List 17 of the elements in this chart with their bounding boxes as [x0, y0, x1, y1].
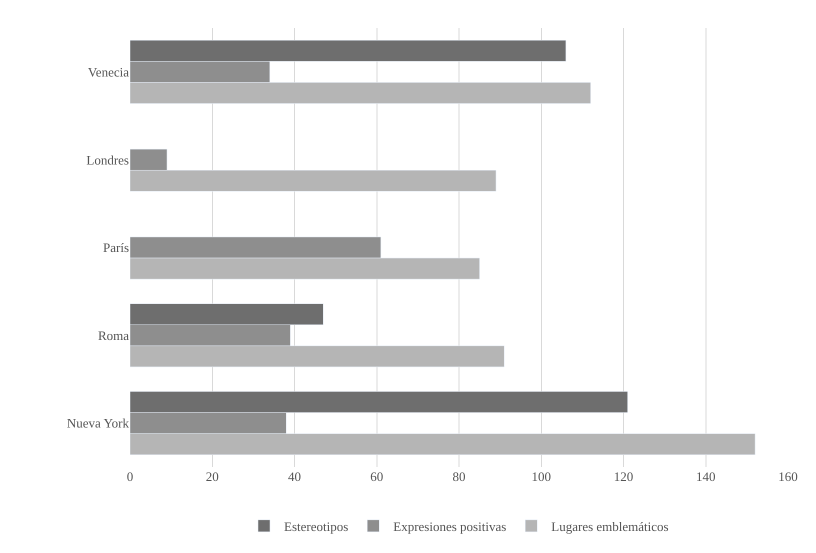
x-tick-label: 60 — [370, 469, 384, 484]
y-tick-label: Nueva York — [66, 416, 130, 431]
x-tick-label: 80 — [452, 469, 466, 484]
y-tick-label: Venecia — [88, 64, 130, 80]
y-tick-label: París — [103, 240, 129, 256]
x-tick-label: 20 — [206, 469, 219, 484]
y-tick-label: Roma — [98, 328, 130, 343]
legend-label: Lugares emblemáticos — [551, 518, 669, 534]
x-tick-label: 120 — [614, 469, 634, 484]
x-tick-label: 140 — [696, 469, 716, 484]
y-tick-label: Londres — [86, 152, 129, 168]
x-tick-label: 160 — [778, 469, 798, 484]
legend-label: Estereotipos — [284, 518, 348, 534]
legend-label: Expresiones positivas — [393, 518, 506, 534]
x-tick-label: 40 — [288, 469, 301, 484]
x-tick-label: 0 — [126, 469, 134, 484]
x-tick-label: 100 — [532, 469, 551, 484]
